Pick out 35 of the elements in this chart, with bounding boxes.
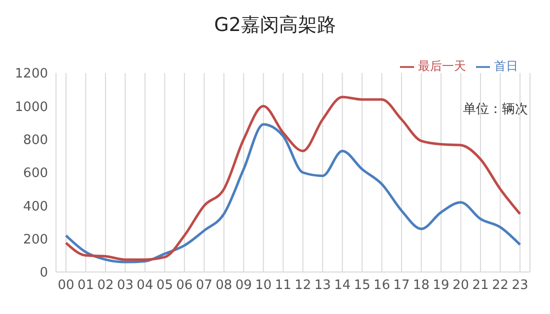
x-tick-label: 10 — [255, 278, 272, 294]
y-tick-label: 800 — [23, 132, 48, 148]
line-series — [64, 123, 522, 264]
y-tick-label: 1000 — [14, 100, 48, 115]
x-tick-label: 07 — [196, 278, 212, 294]
x-tick-label: 22 — [492, 278, 509, 294]
x-tick-label: 01 — [77, 278, 94, 294]
legend-label: 最后一天 — [418, 59, 466, 73]
x-tick-label: 19 — [432, 278, 450, 294]
x-tick-label: 20 — [452, 278, 470, 294]
x-tick-label: 09 — [235, 278, 252, 294]
y-tick-label: 0 — [40, 266, 48, 281]
legend-label: 首日 — [494, 59, 518, 73]
x-tick-label: 00 — [58, 278, 74, 294]
x-tick-label: 15 — [354, 278, 370, 294]
x-tick-label: 02 — [97, 278, 114, 294]
y-tick-label: 200 — [23, 232, 48, 248]
x-tick-label: 13 — [314, 278, 331, 294]
x-tick-label: 16 — [374, 278, 390, 294]
x-tick-label: 05 — [156, 278, 173, 294]
x-tick-label: 03 — [116, 278, 134, 294]
x-tick-label: 18 — [413, 278, 430, 294]
x-tick-label: 06 — [176, 278, 193, 294]
x-tick-label: 17 — [393, 278, 410, 294]
x-tick-label: 12 — [294, 278, 312, 294]
y-tick-label: 1200 — [14, 66, 48, 82]
x-tick-label: 08 — [216, 278, 232, 294]
x-tick-label: 23 — [512, 278, 528, 294]
x-tick-label: 14 — [334, 278, 351, 294]
x-tick-label: 04 — [136, 278, 154, 294]
x-tick-label: 11 — [274, 278, 292, 294]
y-tick-label: 600 — [23, 166, 48, 182]
x-tick-label: 21 — [472, 278, 489, 294]
y-tick-label: 400 — [23, 199, 48, 214]
chart-title: G2嘉闵高架路 — [213, 13, 337, 38]
